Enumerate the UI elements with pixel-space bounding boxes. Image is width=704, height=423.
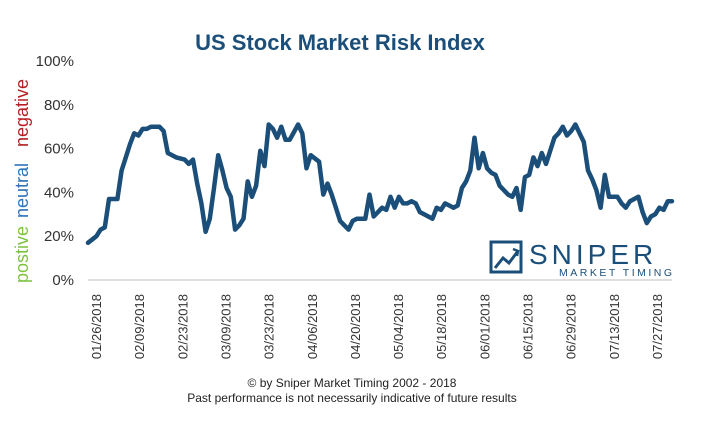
y-axis-ticks: 0% 20% 40% 60% 80% 100% bbox=[36, 53, 74, 289]
x-tick-label: 02/09/2018 bbox=[132, 294, 147, 359]
y-tick-label: 80% bbox=[44, 97, 74, 114]
x-tick-label: 01/26/2018 bbox=[89, 294, 104, 359]
x-axis-ticks: 01/26/2018 02/09/2018 02/23/2018 03/09/2018… bbox=[89, 294, 665, 359]
x-tick-label: 07/27/2018 bbox=[650, 294, 665, 359]
series-line-risk-index bbox=[85, 122, 675, 246]
logo-frame-icon bbox=[489, 240, 523, 274]
y-tick-label: 100% bbox=[36, 53, 74, 70]
x-tick-label: 04/20/2018 bbox=[348, 294, 363, 359]
chart-title: US Stock Market Risk Index bbox=[195, 30, 486, 55]
x-tick-label: 05/18/2018 bbox=[434, 294, 449, 359]
disclaimer-notice: Past performance is not necessarily indi… bbox=[187, 391, 517, 405]
sentiment-side-labels: postive neutral negative bbox=[12, 79, 32, 283]
x-tick-label: 04/06/2018 bbox=[305, 294, 320, 359]
side-label-negative: negative bbox=[12, 79, 32, 147]
x-tick-label: 03/09/2018 bbox=[218, 294, 233, 359]
x-tick-label: 06/15/2018 bbox=[521, 294, 536, 359]
copyright-notice: © by Sniper Market Timing 2002 - 2018 bbox=[247, 376, 457, 390]
y-tick-label: 20% bbox=[44, 228, 74, 245]
y-tick-label: 60% bbox=[44, 141, 74, 158]
y-tick-label: 0% bbox=[52, 272, 74, 289]
logo-arrow-icon bbox=[512, 247, 520, 257]
x-tick-label: 06/29/2018 bbox=[564, 294, 579, 359]
x-tick-label: 03/23/2018 bbox=[262, 294, 277, 359]
y-tick-label: 40% bbox=[44, 184, 74, 201]
logo-tagline: MARKET TIMING bbox=[559, 267, 675, 279]
x-tick-label: 05/04/2018 bbox=[391, 294, 406, 359]
side-label-postive: postive bbox=[12, 226, 32, 283]
logo-chart-icon bbox=[493, 250, 520, 269]
x-tick-label: 07/13/2018 bbox=[607, 294, 622, 359]
sniper-logo: SNIPER MARKET TIMING bbox=[489, 239, 675, 279]
logo-brand: SNIPER bbox=[529, 239, 657, 270]
x-tick-label: 02/23/2018 bbox=[175, 294, 190, 359]
x-tick-label: 06/01/2018 bbox=[477, 294, 492, 359]
side-label-neutral: neutral bbox=[12, 163, 32, 218]
